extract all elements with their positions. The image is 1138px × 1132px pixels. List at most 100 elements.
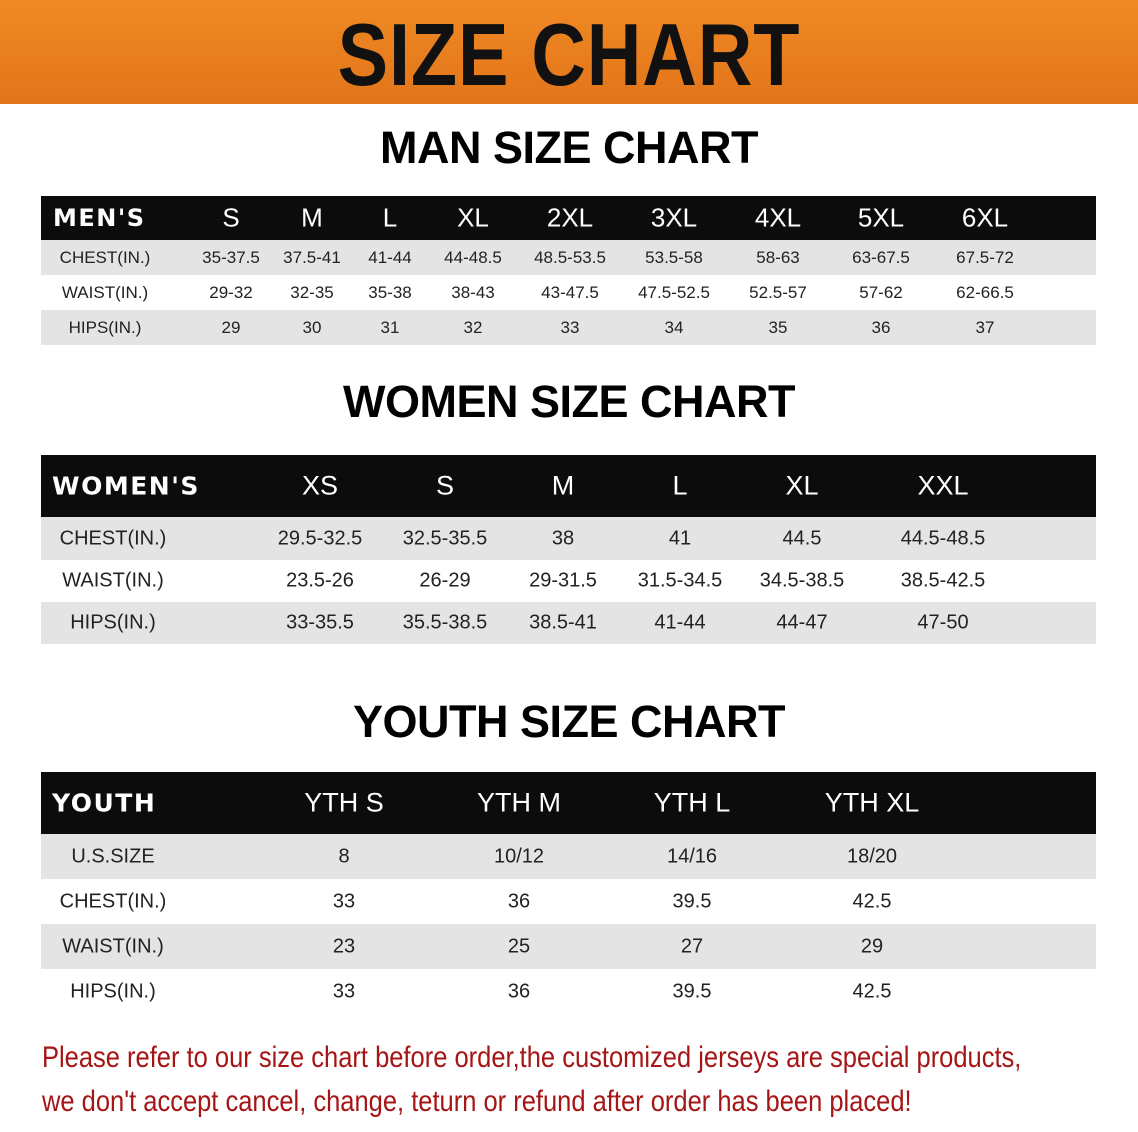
youth-header-row: YOUTH YTH S YTH M YTH L YTH XL [41,772,1096,834]
table-cell: 44-47 [776,611,828,634]
table-cell: 25 [507,935,531,957]
table-cell: 38.5-42.5 [900,569,986,592]
table-cell: 62-66.5 [956,282,1014,302]
table-cell: 37.5-41 [283,247,341,267]
table-cell: 35-37.5 [202,247,260,267]
table-row: CHEST(IN.) 35-37.5 37.5-41 41-44 44-48.5 48.5… [41,240,1096,275]
table-cell: 53.5-58 [645,247,703,267]
row-label: HIPS(IN.) [70,611,156,634]
row-label: HIPS(IN.) [68,317,142,337]
table-cell: 35.5-38.5 [402,611,488,634]
table-cell: 52.5-57 [749,282,807,302]
banner-title: SIZE CHART [337,5,801,104]
size-column-header: 2XL [546,202,594,233]
table-cell: 29.5-32.5 [277,527,363,549]
table-cell: 34.5-38.5 [759,569,845,592]
table-cell: 29-32 [209,282,253,302]
table-cell: 33 [332,980,356,1003]
size-column-header: YTH XL [824,787,920,818]
row-label: WAIST(IN.) [62,935,164,957]
table-cell: 48.5-53.5 [534,247,606,267]
table-cell: 35 [768,317,788,337]
note-line-1: Please refer to our size chart before or… [42,1041,1022,1074]
table-cell: 41 [668,527,692,549]
table-cell: 38.5-41 [529,611,597,634]
table-cell: 39.5 [672,890,712,912]
table-cell: 39.5 [672,980,712,1003]
table-row: U.S.SIZE 8 10/12 14/16 18/20 [41,834,1096,879]
table-cell: 67.5-72 [956,247,1014,267]
table-cell: 44-48.5 [444,247,502,267]
men-header-label: MEN'S [53,204,146,232]
table-cell: 32 [463,317,483,337]
table-cell: 44.5 [782,527,822,549]
table-row: CHEST(IN.) 33 36 39.5 42.5 [41,879,1096,924]
youth-section-title: YOUTH SIZE CHART [352,696,786,747]
table-cell: 23.5-26 [286,569,354,592]
row-label: WAIST(IN.) [61,282,149,302]
table-cell: 47-50 [917,611,969,634]
table-cell: 41-44 [368,247,412,267]
size-column-header: XS [301,470,339,501]
men-size-table: MEN'S S M L XL 2XL 3XL 4XL 5XL 6XL CHEST(IN.) 35-37… [41,196,1096,346]
size-column-header: M [301,202,323,233]
table-cell: 44.5-48.5 [900,527,986,549]
table-cell: 36 [507,980,531,1003]
table-cell: 43-47.5 [541,282,599,302]
size-column-header: M [551,470,575,501]
table-cell: 38 [551,527,575,549]
row-label: HIPS(IN.) [70,980,156,1003]
table-cell: 63-67.5 [852,247,910,267]
size-column-header: YTH M [477,787,561,818]
youth-header-label: YOUTH [52,788,157,818]
youth-size-table: YOUTH YTH S YTH M YTH L YTH XL U.S.SIZE 8 10/12… [41,772,1096,1015]
size-column-header: L [382,202,398,233]
size-column-header: 3XL [650,202,698,233]
table-cell: 36 [871,317,891,337]
table-cell: 33-35.5 [286,611,354,634]
table-cell: 42.5 [852,890,892,912]
table-cell: 29 [221,317,241,337]
table-cell: 37 [975,317,995,337]
table-cell: 29 [860,935,884,957]
row-label: CHEST(IN.) [59,527,167,549]
table-cell: 47.5-52.5 [638,282,710,302]
banner: SIZE CHART [0,0,1138,104]
row-label: CHEST(IN.) [59,247,151,267]
women-size-table: WOMEN'S XS S M L XL XXL CHEST(IN.) 29.5-32.5 32.5… [41,455,1096,644]
table-row: WAIST(IN.) 23.5-26 26-29 29-31.5 31.5-34.5 34… [41,560,1096,602]
size-column-header: S [435,470,455,501]
women-header-row: WOMEN'S XS S M L XL XXL [41,455,1096,517]
note-line-2: we don't accept cancel, change, teturn o… [42,1085,912,1118]
table-row: WAIST(IN.) 29-32 32-35 35-38 38-43 43-47.5 47.… [41,275,1096,310]
table-cell: 41-44 [654,611,706,634]
table-cell: 33 [560,317,580,337]
table-row: WAIST(IN.) 23 25 27 29 [41,924,1096,969]
table-cell: 31 [380,317,400,337]
row-label: WAIST(IN.) [62,569,164,592]
women-section-title: WOMEN SIZE CHART [343,376,795,427]
men-header-row: MEN'S S M L XL 2XL 3XL 4XL 5XL 6XL [41,196,1096,240]
table-cell: 14/16 [666,845,718,867]
table-cell: 29-31.5 [529,569,597,592]
table-row: HIPS(IN.) 33-35.5 35.5-38.5 38.5-41 41-44 44-… [41,602,1096,644]
size-column-header: XL [785,470,819,501]
size-column-header: YTH L [653,787,731,818]
size-column-header: YTH S [304,787,384,818]
table-cell: 32-35 [290,282,334,302]
size-column-header: 4XL [754,202,802,233]
table-cell: 35-38 [368,282,412,302]
table-cell: 26-29 [419,569,471,592]
table-cell: 38-43 [451,282,495,302]
table-row: HIPS(IN.) 29 30 31 32 33 34 35 36 37 [41,310,1096,345]
size-column-header: XL [457,202,489,233]
table-cell: 31.5-34.5 [637,569,723,592]
table-cell: 27 [680,935,704,957]
table-cell: 10/12 [493,845,545,867]
table-cell: 58-63 [756,247,800,267]
table-row: CHEST(IN.) 29.5-32.5 32.5-35.5 38 41 44.5 44.5… [41,517,1096,560]
row-label: U.S.SIZE [71,845,155,867]
women-header-label: WOMEN'S [52,471,200,501]
table-cell: 32.5-35.5 [402,527,488,549]
table-cell: 18/20 [846,845,898,867]
